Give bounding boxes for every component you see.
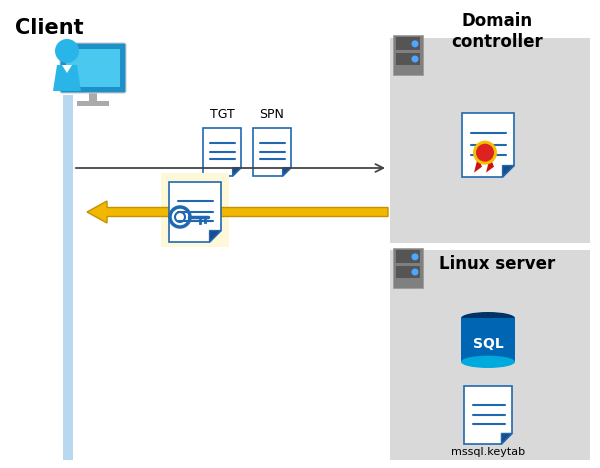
Circle shape (476, 144, 494, 161)
Bar (396, 37, 420, 50)
Bar (390, 38, 590, 243)
Text: Domain
controller: Domain controller (451, 12, 543, 51)
Ellipse shape (461, 312, 515, 324)
Text: Client: Client (15, 18, 83, 38)
Circle shape (412, 56, 419, 63)
Text: mssql.keytab: mssql.keytab (451, 447, 525, 457)
Polygon shape (209, 231, 221, 242)
Circle shape (412, 253, 419, 260)
Bar (393, 248, 423, 288)
Polygon shape (283, 168, 291, 176)
Ellipse shape (461, 356, 515, 368)
Bar (89, 91, 97, 101)
Polygon shape (169, 182, 221, 242)
Text: TGT: TGT (209, 108, 235, 121)
FancyArrow shape (87, 201, 388, 223)
Bar (396, 266, 420, 278)
Bar (66, 49, 120, 87)
Circle shape (412, 269, 419, 276)
Polygon shape (503, 166, 514, 177)
Bar (396, 250, 420, 263)
Polygon shape (462, 113, 514, 177)
Text: Linux server: Linux server (439, 255, 555, 273)
Polygon shape (233, 168, 241, 176)
FancyBboxPatch shape (60, 43, 126, 93)
Text: SQL: SQL (473, 337, 503, 351)
Polygon shape (502, 433, 512, 444)
Polygon shape (203, 128, 241, 176)
Bar (396, 52, 420, 66)
Polygon shape (62, 65, 72, 73)
Polygon shape (464, 386, 512, 444)
Polygon shape (53, 65, 81, 91)
Bar (77, 101, 109, 106)
Bar (63, 95, 73, 460)
Polygon shape (486, 157, 494, 173)
Bar (393, 35, 423, 75)
Bar (461, 318, 515, 362)
Circle shape (55, 39, 79, 63)
Bar (390, 250, 590, 460)
Circle shape (412, 40, 419, 47)
Circle shape (473, 141, 497, 165)
Polygon shape (474, 157, 482, 173)
Bar (161, 173, 229, 247)
Text: SPN: SPN (260, 108, 284, 121)
Polygon shape (253, 128, 291, 176)
